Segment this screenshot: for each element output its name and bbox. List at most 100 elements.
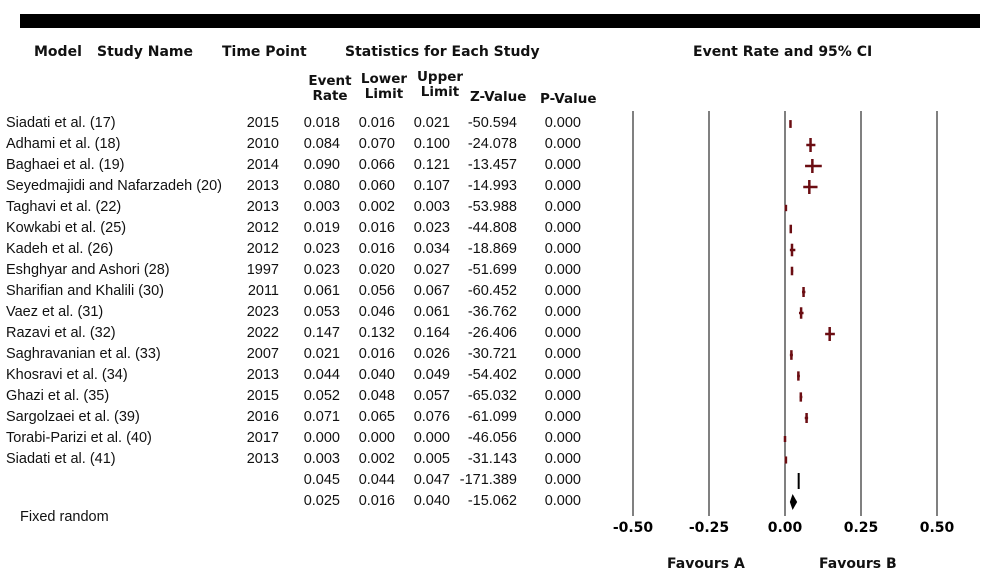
cell-rate: 0.090 — [303, 157, 340, 173]
header-z-value: Z-Value — [470, 89, 527, 105]
cell-p: 0.000 — [544, 388, 581, 404]
study-name: Torabi-Parizi et al. (40) — [6, 430, 152, 446]
study-name: Baghaei et al. (19) — [6, 157, 125, 173]
study-name: Ghazi et al. (35) — [6, 388, 110, 404]
cell-upper: 0.023 — [413, 220, 450, 236]
top-rule — [20, 14, 980, 28]
study-name: Saghravanian et al. (33) — [6, 346, 161, 362]
cell-p: 0.000 — [544, 346, 581, 362]
header-lower-limit-line1: Lower — [360, 71, 408, 87]
summary-upper: 0.040 — [413, 493, 450, 509]
header-upper-limit-line1: Upper — [416, 69, 464, 85]
cell-year: 2013 — [246, 199, 279, 215]
summary-z: -15.062 — [467, 493, 517, 509]
cell-z: -26.406 — [467, 325, 517, 341]
summary-lower: 0.044 — [358, 472, 395, 488]
cell-rate: 0.061 — [303, 283, 340, 299]
cell-upper: 0.057 — [413, 388, 450, 404]
summary-z: -171.389 — [459, 472, 517, 488]
header-upper-limit-line2: Limit — [420, 84, 460, 100]
cell-z: -65.032 — [467, 388, 517, 404]
summary-p: 0.000 — [544, 472, 581, 488]
cell-p: 0.000 — [544, 136, 581, 152]
x-tick-label: 0.50 — [920, 520, 955, 536]
cell-p: 0.000 — [544, 451, 581, 467]
cell-lower: 0.065 — [358, 409, 395, 425]
cell-rate: 0.053 — [303, 304, 340, 320]
header-time-point: Time Point — [222, 44, 307, 60]
cell-rate: 0.071 — [303, 409, 340, 425]
cell-z: -46.056 — [467, 430, 517, 446]
model-label: Fixed random — [20, 509, 109, 525]
cell-upper: 0.061 — [413, 304, 450, 320]
cell-upper: 0.021 — [413, 115, 450, 131]
cell-z: -54.402 — [467, 367, 517, 383]
cell-rate: 0.044 — [303, 367, 340, 383]
cell-lower: 0.132 — [358, 325, 395, 341]
cell-year: 2014 — [246, 157, 279, 173]
summary-rate: 0.045 — [303, 472, 340, 488]
header-p-value: P-Value — [540, 91, 597, 107]
cell-rate: 0.023 — [303, 241, 340, 257]
cell-year: 2013 — [246, 367, 279, 383]
cell-z: -50.594 — [467, 115, 517, 131]
cell-rate: 0.018 — [303, 115, 340, 131]
cell-lower: 0.016 — [358, 220, 395, 236]
cell-upper: 0.107 — [413, 178, 450, 194]
x-tick-label: -0.50 — [613, 520, 654, 536]
cell-lower: 0.002 — [358, 451, 395, 467]
cell-p: 0.000 — [544, 283, 581, 299]
cell-rate: 0.019 — [303, 220, 340, 236]
summary-upper: 0.047 — [413, 472, 450, 488]
cell-year: 2022 — [246, 325, 279, 341]
cell-upper: 0.121 — [413, 157, 450, 173]
cell-lower: 0.040 — [358, 367, 395, 383]
study-name: Adhami et al. (18) — [6, 136, 121, 152]
study-name: Siadati et al. (41) — [6, 451, 116, 467]
cell-rate: 0.147 — [303, 325, 340, 341]
cell-lower: 0.020 — [358, 262, 395, 278]
cell-upper: 0.027 — [413, 262, 450, 278]
study-name: Eshghyar and Ashori (28) — [6, 262, 170, 278]
cell-p: 0.000 — [544, 199, 581, 215]
cell-z: -24.078 — [467, 136, 517, 152]
favours-b-label: Favours B — [819, 556, 897, 572]
cell-z: -13.457 — [467, 157, 517, 173]
study-name: Seyedmajidi and Nafarzadeh (20) — [6, 178, 223, 194]
cell-lower: 0.066 — [358, 157, 395, 173]
cell-z: -30.721 — [467, 346, 517, 362]
cell-z: -53.988 — [467, 199, 517, 215]
summary-lower: 0.016 — [358, 493, 395, 509]
study-name: Razavi et al. (32) — [6, 325, 116, 341]
cell-year: 2015 — [246, 388, 279, 404]
header-lower-limit: Lower Limit — [358, 72, 410, 102]
cell-year: 2012 — [246, 220, 279, 236]
cell-rate: 0.021 — [303, 346, 340, 362]
cell-lower: 0.048 — [358, 388, 395, 404]
cell-rate: 0.000 — [303, 430, 340, 446]
summary-p: 0.000 — [544, 493, 581, 509]
header-event-rate-line1: Event — [308, 73, 352, 89]
cell-p: 0.000 — [544, 409, 581, 425]
cell-year: 2023 — [246, 304, 279, 320]
cell-upper: 0.000 — [413, 430, 450, 446]
cell-z: -51.699 — [467, 262, 517, 278]
cell-rate: 0.003 — [303, 199, 340, 215]
cell-year: 2016 — [246, 409, 279, 425]
cell-p: 0.000 — [544, 115, 581, 131]
cell-rate: 0.084 — [303, 136, 340, 152]
cell-z: -44.808 — [467, 220, 517, 236]
cell-year: 2007 — [246, 346, 279, 362]
study-name: Kadeh et al. (26) — [6, 241, 114, 257]
cell-upper: 0.076 — [413, 409, 450, 425]
x-tick-label: 0.00 — [768, 520, 803, 536]
cell-upper: 0.034 — [413, 241, 450, 257]
cell-upper: 0.100 — [413, 136, 450, 152]
cell-p: 0.000 — [544, 178, 581, 194]
cell-year: 2010 — [246, 136, 279, 152]
cell-lower: 0.046 — [358, 304, 395, 320]
cell-lower: 0.000 — [358, 430, 395, 446]
header-statistics: Statistics for Each Study — [345, 44, 540, 60]
cell-rate: 0.023 — [303, 262, 340, 278]
